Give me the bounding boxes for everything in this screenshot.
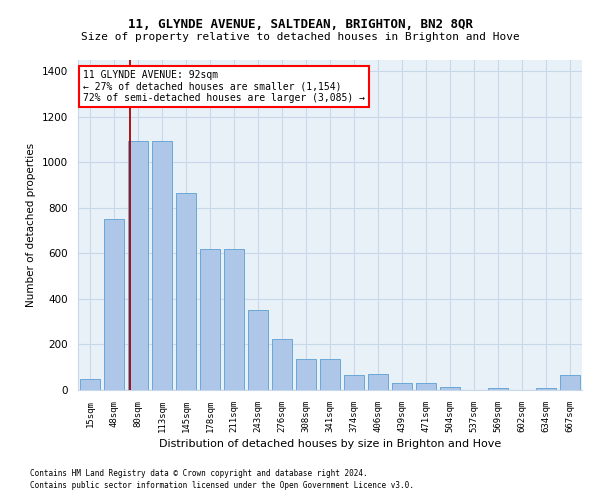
Bar — [248, 310, 268, 390]
Y-axis label: Number of detached properties: Number of detached properties — [26, 143, 37, 307]
Text: Contains public sector information licensed under the Open Government Licence v3: Contains public sector information licen… — [30, 481, 414, 490]
X-axis label: Distribution of detached houses by size in Brighton and Hove: Distribution of detached houses by size … — [159, 439, 501, 449]
Text: 11, GLYNDE AVENUE, SALTDEAN, BRIGHTON, BN2 8QR: 11, GLYNDE AVENUE, SALTDEAN, BRIGHTON, B… — [128, 18, 473, 30]
Bar — [440, 386, 460, 390]
Bar — [152, 141, 172, 390]
Bar — [416, 383, 436, 390]
Bar — [104, 220, 124, 390]
Text: Contains HM Land Registry data © Crown copyright and database right 2024.: Contains HM Land Registry data © Crown c… — [30, 468, 368, 477]
Text: Size of property relative to detached houses in Brighton and Hove: Size of property relative to detached ho… — [80, 32, 520, 42]
Bar — [344, 375, 364, 390]
Bar — [392, 383, 412, 390]
Bar — [536, 388, 556, 390]
Bar — [272, 339, 292, 390]
Bar — [200, 249, 220, 390]
Bar — [128, 141, 148, 390]
Bar — [560, 375, 580, 390]
Bar — [320, 360, 340, 390]
Bar — [224, 249, 244, 390]
Bar — [296, 360, 316, 390]
Text: 11 GLYNDE AVENUE: 92sqm
← 27% of detached houses are smaller (1,154)
72% of semi: 11 GLYNDE AVENUE: 92sqm ← 27% of detache… — [83, 70, 365, 103]
Bar — [488, 388, 508, 390]
Bar — [80, 378, 100, 390]
Bar — [176, 193, 196, 390]
Bar — [368, 374, 388, 390]
